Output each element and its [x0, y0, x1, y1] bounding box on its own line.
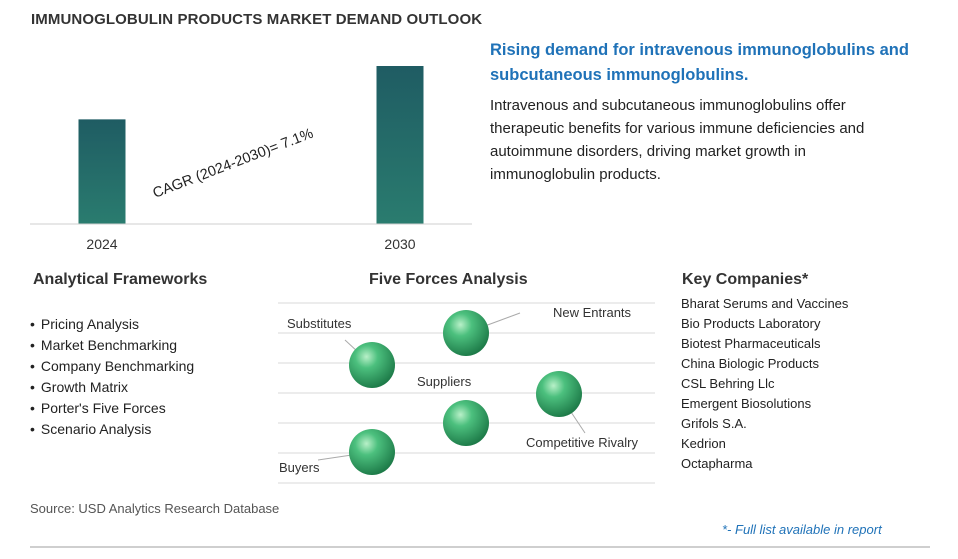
- sphere-substitutes: [349, 342, 395, 388]
- sphere-buyers: [349, 429, 395, 475]
- frameworks-title: Analytical Frameworks: [33, 271, 208, 288]
- x-tick-label: 2030: [384, 236, 415, 252]
- company-item: Octapharma: [681, 456, 753, 471]
- company-item: Bio Products Laboratory: [681, 316, 821, 331]
- label-competitive-rivalry: Competitive Rivalry: [526, 435, 638, 450]
- headline: Rising demand for intravenous immunoglob…: [490, 41, 909, 84]
- label-suppliers: Suppliers: [417, 374, 472, 389]
- framework-item: Scenario Analysis: [30, 419, 194, 440]
- companies-list: Bharat Serums and Vaccines Bio Products …: [681, 294, 848, 474]
- cagr-annotation: CAGR (2024-2030)= 7.1%: [151, 126, 316, 202]
- sphere-new-entrants: [443, 310, 489, 356]
- company-item: Grifols S.A.: [681, 416, 747, 431]
- label-substitutes: Substitutes: [287, 316, 352, 331]
- company-item: Emergent Biosolutions: [681, 396, 812, 411]
- framework-item: Market Benchmarking: [30, 335, 194, 356]
- bar-2030: [376, 66, 424, 224]
- bottom-divider: [30, 546, 930, 548]
- company-item: Kedrion: [681, 436, 726, 451]
- connector-line: [344, 339, 373, 366]
- company-item: CSL Behring Llc: [681, 376, 775, 391]
- framework-item: Porter's Five Forces: [30, 398, 194, 419]
- framework-item: Company Benchmarking: [30, 356, 194, 377]
- bar-2024: [78, 119, 126, 224]
- source-text: Source: USD Analytics Research Database: [30, 501, 280, 516]
- companies-title: Key Companies*: [682, 271, 809, 288]
- sphere-suppliers: [443, 400, 489, 446]
- frameworks-list: Pricing Analysis Market Benchmarking Com…: [30, 314, 194, 440]
- connector-line: [317, 451, 373, 461]
- connector-line: [558, 393, 586, 434]
- framework-item: Growth Matrix: [30, 377, 194, 398]
- page-title: IMMUNOGLOBULIN PRODUCTS MARKET DEMAND OU…: [31, 11, 483, 28]
- label-new-entrants: New Entrants: [553, 305, 632, 320]
- five-forces-title: Five Forces Analysis: [369, 271, 528, 288]
- description: Intravenous and subcutaneous immunoglobu…: [490, 97, 865, 183]
- connector-line: [465, 312, 521, 334]
- x-tick-label: 2024: [86, 236, 117, 252]
- footnote: *- Full list available in report: [722, 522, 882, 537]
- sphere-competitive-rivalry: [536, 371, 582, 417]
- company-item: China Biologic Products: [681, 356, 820, 371]
- company-item: Bharat Serums and Vaccines: [681, 296, 849, 311]
- label-buyers: Buyers: [279, 460, 320, 475]
- demand-bar-chart: 2024 2030 CAGR (2024-2030)= 7.1%: [30, 66, 472, 252]
- framework-item: Pricing Analysis: [30, 314, 194, 335]
- company-item: Biotest Pharmaceuticals: [681, 336, 821, 351]
